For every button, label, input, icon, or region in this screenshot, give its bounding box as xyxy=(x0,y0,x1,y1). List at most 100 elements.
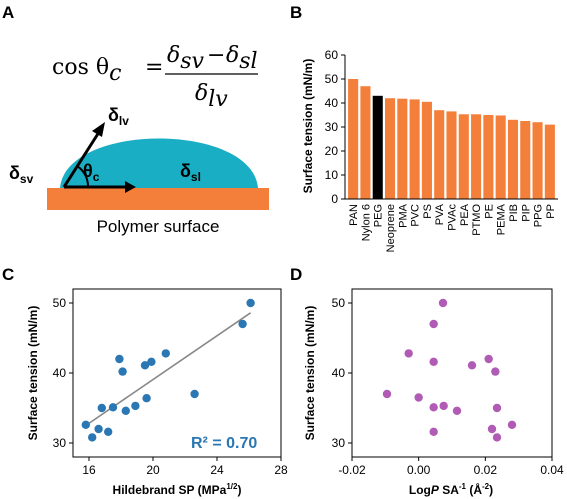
panel-d-data-point xyxy=(467,361,477,370)
xtick-label: 0.00 xyxy=(407,463,431,477)
panel-d-data-point xyxy=(429,403,438,412)
bar-peg xyxy=(372,95,383,199)
delta-lv-arrowhead xyxy=(92,122,105,137)
panel-b-category-label: PP xyxy=(545,204,557,219)
panel-c-xlabel: Hildebrand SP (MPa1/2) xyxy=(113,482,242,497)
panel-c-data-point xyxy=(121,406,130,415)
delta-lv-arrow xyxy=(62,128,103,188)
panel-d-points xyxy=(382,298,517,442)
eq-sv-sub: sv xyxy=(180,49,204,74)
panel-c-data-point xyxy=(161,349,170,358)
panel-c: C Surface tension (mN/m) 16 20 24 28304050 … xyxy=(2,265,288,497)
panel-d-ylabel: Surface tension (mN/m) xyxy=(303,306,317,441)
svg-text:δsv: δsv xyxy=(167,43,205,74)
polymer-surface-slab xyxy=(47,188,269,210)
delta-sl-symbol: δ xyxy=(180,161,191,181)
delta-sl-sub: sl xyxy=(191,170,201,184)
panel-d-data-point xyxy=(429,319,438,329)
panel-b-ytick-label: 0 xyxy=(331,192,338,206)
panel-b-category-label: Nylon 6 xyxy=(360,204,372,241)
bar-pp xyxy=(544,124,555,199)
panel-c-data-point xyxy=(190,389,199,399)
svg-text:δsv: δsv xyxy=(9,163,34,186)
panel-d-data-point xyxy=(439,401,448,411)
panel-d-data-point xyxy=(507,420,517,429)
panel-b-ytick-label: 40 xyxy=(325,96,339,110)
xtick-label: 20 xyxy=(146,463,160,477)
panel-b-category-label: PPG xyxy=(533,204,545,227)
panel-c-data-point xyxy=(104,427,113,436)
bar-pan xyxy=(348,79,359,199)
panel-c-data-point xyxy=(238,319,247,329)
delta-sv-symbol: δ xyxy=(9,163,20,183)
theta-symbol: θ xyxy=(83,161,93,181)
panel-b-category-label: PEG xyxy=(373,204,385,227)
panel-d-data-point xyxy=(414,393,423,402)
bar-pvc xyxy=(409,99,420,199)
panel-c-r2-annotation: R² = 0.70 xyxy=(191,435,257,452)
panel-b-category-label: PTMO xyxy=(471,204,483,236)
bar-pma xyxy=(397,98,408,199)
ytick-label: 40 xyxy=(53,366,67,380)
ytick-label: 50 xyxy=(53,296,67,310)
panel-d-label: D xyxy=(290,265,302,284)
panel-b-y-axis: 0 10 20 30 40 50 60 xyxy=(325,48,345,206)
panel-d: D Surface tension (mN/m) -0.02 0.00 0.02 0.… xyxy=(290,265,564,497)
theta-sub: c xyxy=(93,170,100,184)
young-equation: cos θc = δsv − δsl δlv xyxy=(52,43,258,112)
eq-delta-lv: δ xyxy=(195,81,208,106)
svg-text:cos θc: cos θc xyxy=(52,55,121,86)
panel-b: B Surface tension (mN/m) 0 10 20 30 40 50 60 P… xyxy=(290,3,558,252)
delta-lv-symbol: δ xyxy=(108,105,119,125)
bar-pip xyxy=(520,121,531,199)
panel-b-ytick-label: 10 xyxy=(325,168,339,182)
panel-c-ticks: 16 20 24 28 30 40 50 xyxy=(53,296,288,477)
polymer-surface-label: Polymer surface xyxy=(97,217,220,236)
panel-b-ytick-label: 50 xyxy=(325,72,339,86)
bar-pib xyxy=(507,119,519,199)
panel-b-label: B xyxy=(290,3,302,22)
panel-d-data-point xyxy=(429,427,438,436)
liquid-droplet xyxy=(60,138,258,188)
bar-nylon-6 xyxy=(360,86,371,199)
ytick-label: 30 xyxy=(332,436,346,450)
panel-c-data-point xyxy=(115,354,124,364)
panel-c-data-point xyxy=(118,367,127,376)
bar-pe xyxy=(483,115,494,199)
eq-theta-sub: c xyxy=(109,61,121,86)
ytick-label: 40 xyxy=(332,366,346,380)
panel-b-ytick-label: 60 xyxy=(325,48,339,62)
eq-delta-sl: δ xyxy=(226,43,239,68)
eq-delta-sv: δ xyxy=(167,43,180,68)
panel-b-category-label: Neoprene xyxy=(385,204,397,252)
panel-d-data-point xyxy=(438,298,448,308)
panel-c-data-point xyxy=(97,403,107,413)
ytick-label: 50 xyxy=(332,296,346,310)
panel-c-ylabel: Surface tension (mN/m) xyxy=(26,306,40,441)
panel-d-data-point xyxy=(429,357,438,366)
panel-b-category-label: PEMA xyxy=(496,203,508,235)
bar-pea xyxy=(458,114,469,199)
panel-d-data-point xyxy=(491,367,500,376)
eq-lv-sub: lv xyxy=(208,87,228,112)
contact-angle-arc xyxy=(76,165,90,188)
eq-minus: − xyxy=(207,43,225,68)
panel-c-data-point xyxy=(81,420,91,429)
ytick-label: 30 xyxy=(53,436,67,450)
panel-c-data-point xyxy=(131,401,140,411)
panel-c-data-point xyxy=(142,394,151,403)
xtick-label: 28 xyxy=(274,463,288,477)
panel-c-points xyxy=(81,298,255,442)
svg-text:δsl: δsl xyxy=(180,161,201,184)
panel-b-category-label: PS xyxy=(422,204,434,219)
panel-b-ytick-label: 30 xyxy=(325,120,339,134)
panel-c-data-point xyxy=(246,298,255,308)
panel-d-data-point xyxy=(484,354,493,364)
delta-sl-arrowhead xyxy=(125,181,136,193)
bar-pva xyxy=(434,110,445,199)
panel-b-category-label: PEA xyxy=(459,203,471,226)
panel-d-data-point xyxy=(382,389,392,399)
panel-d-data-point xyxy=(492,403,502,413)
panel-b-category-label: PVA xyxy=(434,203,446,225)
contact-angle-schematic: δlv δsv θc δsl Polymer surface xyxy=(9,105,269,236)
